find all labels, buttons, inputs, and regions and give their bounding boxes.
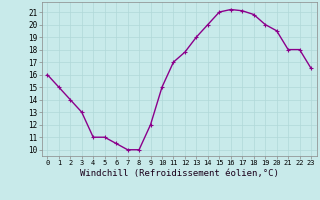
X-axis label: Windchill (Refroidissement éolien,°C): Windchill (Refroidissement éolien,°C): [80, 169, 279, 178]
